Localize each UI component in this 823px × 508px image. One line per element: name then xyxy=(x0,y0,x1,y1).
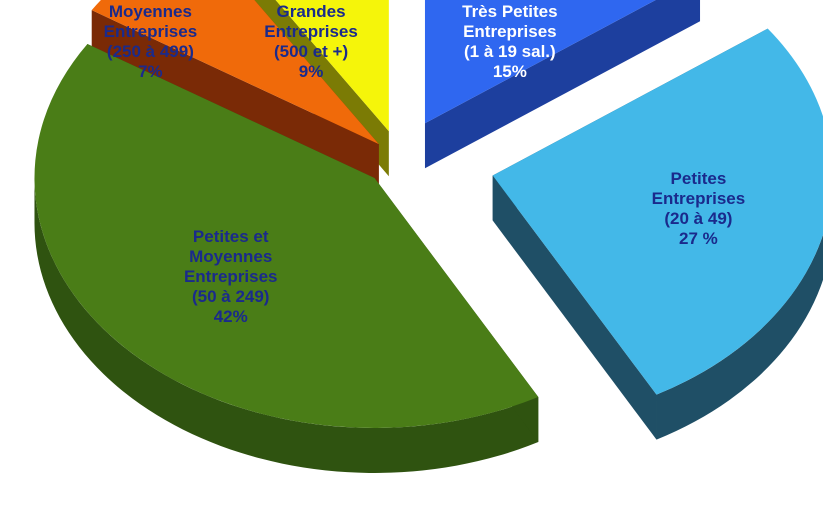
pie-slice-1 xyxy=(492,28,823,395)
slice-cut-3-0 xyxy=(91,10,379,190)
slice-side-1 xyxy=(656,234,823,440)
slice-label-line: (250 à 499) xyxy=(106,42,194,61)
pie-slice-2 xyxy=(34,44,539,428)
slice-label-2: Petites et Moyennes Entreprises (50 à 249) 4… xyxy=(146,227,316,327)
slice-label-line: (500 et +) xyxy=(273,42,349,61)
slice-label-4: Grandes Entreprises (500 et +) 9% xyxy=(241,2,381,82)
slice-label-line: 42% xyxy=(213,307,248,327)
pie-slice-0 xyxy=(424,0,656,124)
slice-label-line: 9% xyxy=(298,62,324,81)
slice-label-line: Très Petites xyxy=(462,2,558,21)
slice-cut-1-1 xyxy=(492,175,657,440)
slice-label-line: Entreprises xyxy=(651,189,746,209)
slice-label-line: Moyennes xyxy=(189,247,273,267)
slice-label-line: Moyennes xyxy=(108,2,192,21)
slice-label-line: Grandes xyxy=(276,2,346,21)
slice-label-line: (20 à 49) xyxy=(664,209,733,229)
slice-label-line: Entreprises xyxy=(103,22,198,41)
slice-label-line: (50 à 249) xyxy=(191,287,270,307)
slice-side-2 xyxy=(34,177,539,473)
slice-cut-0-1 xyxy=(424,0,701,169)
pie-slice-3 xyxy=(91,0,379,145)
slice-label-1: Petites Entreprises (20 à 49) 27 % xyxy=(623,169,773,249)
slice-label-line: Entreprises xyxy=(463,22,557,41)
slice-label-0: Très Petites Entreprises (1 à 19 sal.) 15% xyxy=(435,2,585,82)
slice-label-line: 15% xyxy=(492,62,527,81)
slice-label-line: 7% xyxy=(138,62,163,81)
slice-label-line: Petites et xyxy=(192,227,269,247)
slice-label-line: (1 à 19 sal.) xyxy=(464,42,556,61)
slice-label-3: Moyennes Entreprises (250 à 499) 7% xyxy=(80,2,220,82)
slice-label-line: Entreprises xyxy=(264,22,358,41)
slice-label-line: 27 % xyxy=(679,229,718,249)
pie-slice-4 xyxy=(275,0,389,132)
slice-label-line: Entreprises xyxy=(183,267,278,287)
slice-label-line: Petites xyxy=(670,169,727,189)
